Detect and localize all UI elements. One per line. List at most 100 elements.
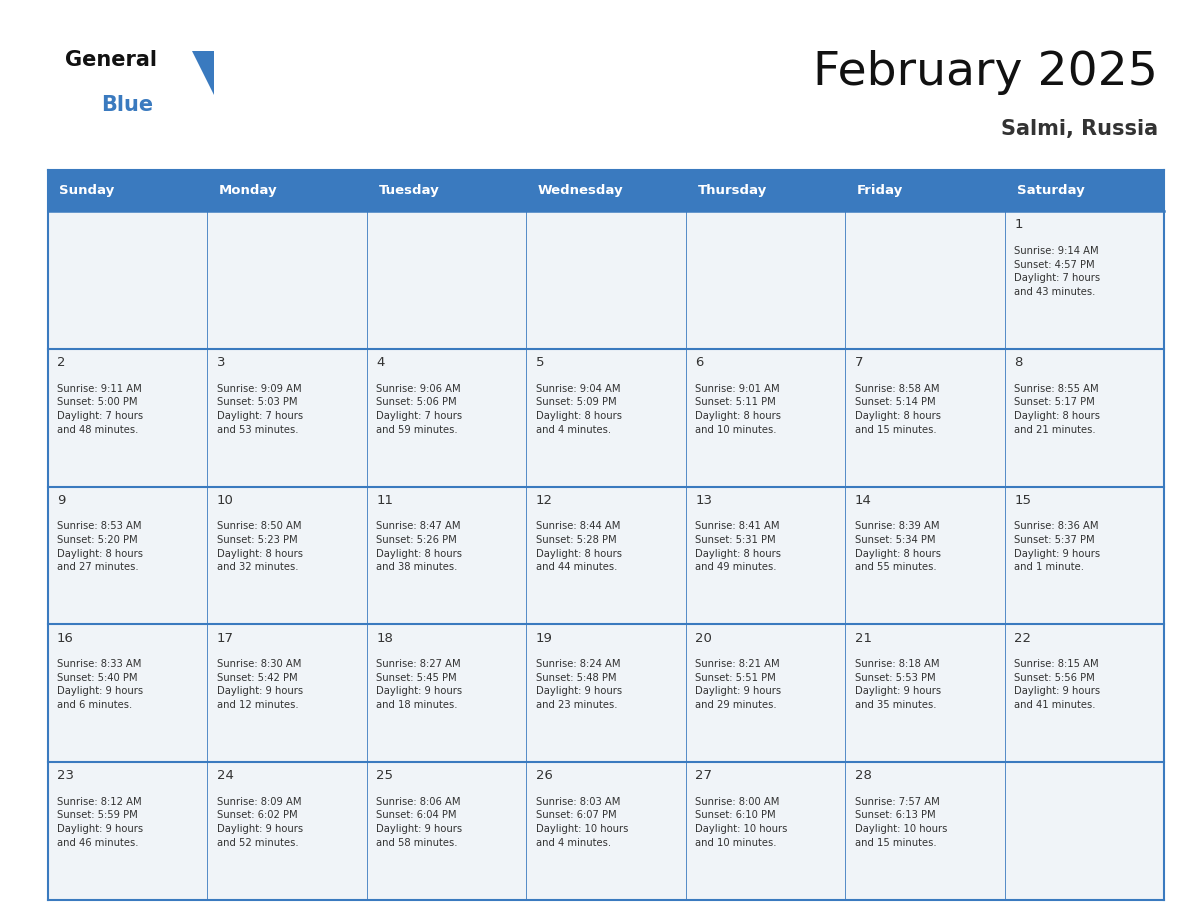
Bar xyxy=(685,211,845,349)
Text: Sunrise: 8:39 AM
Sunset: 5:34 PM
Daylight: 8 hours
and 55 minutes.: Sunrise: 8:39 AM Sunset: 5:34 PM Dayligh… xyxy=(854,521,941,572)
Bar xyxy=(526,762,685,900)
Bar xyxy=(1005,487,1164,624)
Text: 4: 4 xyxy=(377,356,385,369)
Text: Sunrise: 8:30 AM
Sunset: 5:42 PM
Daylight: 9 hours
and 12 minutes.: Sunrise: 8:30 AM Sunset: 5:42 PM Dayligh… xyxy=(216,659,303,710)
Text: Sunrise: 8:53 AM
Sunset: 5:20 PM
Daylight: 8 hours
and 27 minutes.: Sunrise: 8:53 AM Sunset: 5:20 PM Dayligh… xyxy=(57,521,143,572)
Text: 17: 17 xyxy=(216,632,234,644)
Bar xyxy=(367,211,526,349)
Text: 22: 22 xyxy=(1015,632,1031,644)
Text: Thursday: Thursday xyxy=(697,184,766,197)
Bar xyxy=(845,624,1005,762)
Text: 11: 11 xyxy=(377,494,393,507)
Text: Tuesday: Tuesday xyxy=(379,184,440,197)
Bar xyxy=(1005,349,1164,487)
Text: 16: 16 xyxy=(57,632,74,644)
Bar xyxy=(367,349,526,487)
Bar xyxy=(685,487,845,624)
Polygon shape xyxy=(192,51,214,95)
Text: Sunrise: 8:15 AM
Sunset: 5:56 PM
Daylight: 9 hours
and 41 minutes.: Sunrise: 8:15 AM Sunset: 5:56 PM Dayligh… xyxy=(1015,659,1100,710)
Text: Sunrise: 8:21 AM
Sunset: 5:51 PM
Daylight: 9 hours
and 29 minutes.: Sunrise: 8:21 AM Sunset: 5:51 PM Dayligh… xyxy=(695,659,782,710)
Text: Friday: Friday xyxy=(857,184,903,197)
Text: Sunrise: 8:12 AM
Sunset: 5:59 PM
Daylight: 9 hours
and 46 minutes.: Sunrise: 8:12 AM Sunset: 5:59 PM Dayligh… xyxy=(57,797,143,847)
Text: Sunrise: 9:09 AM
Sunset: 5:03 PM
Daylight: 7 hours
and 53 minutes.: Sunrise: 9:09 AM Sunset: 5:03 PM Dayligh… xyxy=(216,384,303,434)
Bar xyxy=(845,487,1005,624)
Bar xyxy=(1005,762,1164,900)
Text: Sunrise: 8:50 AM
Sunset: 5:23 PM
Daylight: 8 hours
and 32 minutes.: Sunrise: 8:50 AM Sunset: 5:23 PM Dayligh… xyxy=(216,521,303,572)
Bar xyxy=(845,349,1005,487)
Text: Sunrise: 9:01 AM
Sunset: 5:11 PM
Daylight: 8 hours
and 10 minutes.: Sunrise: 9:01 AM Sunset: 5:11 PM Dayligh… xyxy=(695,384,782,434)
Text: Sunrise: 8:33 AM
Sunset: 5:40 PM
Daylight: 9 hours
and 6 minutes.: Sunrise: 8:33 AM Sunset: 5:40 PM Dayligh… xyxy=(57,659,143,710)
Text: 7: 7 xyxy=(854,356,864,369)
Bar xyxy=(685,349,845,487)
Bar xyxy=(207,349,367,487)
Bar xyxy=(207,762,367,900)
Text: Sunday: Sunday xyxy=(59,184,115,197)
Text: Sunrise: 8:41 AM
Sunset: 5:31 PM
Daylight: 8 hours
and 49 minutes.: Sunrise: 8:41 AM Sunset: 5:31 PM Dayligh… xyxy=(695,521,782,572)
Text: Monday: Monday xyxy=(219,184,278,197)
Bar xyxy=(367,762,526,900)
Text: 20: 20 xyxy=(695,632,712,644)
Text: 28: 28 xyxy=(854,769,872,782)
Bar xyxy=(526,349,685,487)
Bar xyxy=(1005,624,1164,762)
Bar xyxy=(526,487,685,624)
Text: Sunrise: 9:14 AM
Sunset: 4:57 PM
Daylight: 7 hours
and 43 minutes.: Sunrise: 9:14 AM Sunset: 4:57 PM Dayligh… xyxy=(1015,246,1100,297)
Text: 14: 14 xyxy=(854,494,872,507)
Text: General: General xyxy=(65,50,157,71)
Bar xyxy=(526,211,685,349)
Text: 19: 19 xyxy=(536,632,552,644)
Text: 3: 3 xyxy=(216,356,225,369)
Bar xyxy=(845,211,1005,349)
Text: 24: 24 xyxy=(216,769,233,782)
Text: Saturday: Saturday xyxy=(1017,184,1085,197)
Text: Sunrise: 8:00 AM
Sunset: 6:10 PM
Daylight: 10 hours
and 10 minutes.: Sunrise: 8:00 AM Sunset: 6:10 PM Dayligh… xyxy=(695,797,788,847)
Text: 12: 12 xyxy=(536,494,552,507)
Text: 25: 25 xyxy=(377,769,393,782)
Bar xyxy=(367,487,526,624)
Text: February 2025: February 2025 xyxy=(814,50,1158,95)
Bar xyxy=(685,624,845,762)
Text: 27: 27 xyxy=(695,769,712,782)
Text: 2: 2 xyxy=(57,356,65,369)
Text: Blue: Blue xyxy=(101,95,153,115)
Text: Sunrise: 8:03 AM
Sunset: 6:07 PM
Daylight: 10 hours
and 4 minutes.: Sunrise: 8:03 AM Sunset: 6:07 PM Dayligh… xyxy=(536,797,628,847)
Text: 18: 18 xyxy=(377,632,393,644)
Text: 1: 1 xyxy=(1015,218,1023,231)
Text: Sunrise: 8:18 AM
Sunset: 5:53 PM
Daylight: 9 hours
and 35 minutes.: Sunrise: 8:18 AM Sunset: 5:53 PM Dayligh… xyxy=(854,659,941,710)
Text: Sunrise: 8:27 AM
Sunset: 5:45 PM
Daylight: 9 hours
and 18 minutes.: Sunrise: 8:27 AM Sunset: 5:45 PM Dayligh… xyxy=(377,659,462,710)
Text: Sunrise: 8:09 AM
Sunset: 6:02 PM
Daylight: 9 hours
and 52 minutes.: Sunrise: 8:09 AM Sunset: 6:02 PM Dayligh… xyxy=(216,797,303,847)
Text: 26: 26 xyxy=(536,769,552,782)
Bar xyxy=(48,211,207,349)
Text: Wednesday: Wednesday xyxy=(538,184,624,197)
Bar xyxy=(1005,211,1164,349)
Text: Sunrise: 9:11 AM
Sunset: 5:00 PM
Daylight: 7 hours
and 48 minutes.: Sunrise: 9:11 AM Sunset: 5:00 PM Dayligh… xyxy=(57,384,143,434)
Text: Sunrise: 9:06 AM
Sunset: 5:06 PM
Daylight: 7 hours
and 59 minutes.: Sunrise: 9:06 AM Sunset: 5:06 PM Dayligh… xyxy=(377,384,462,434)
Text: Sunrise: 8:24 AM
Sunset: 5:48 PM
Daylight: 9 hours
and 23 minutes.: Sunrise: 8:24 AM Sunset: 5:48 PM Dayligh… xyxy=(536,659,621,710)
Bar xyxy=(48,170,1164,211)
Bar xyxy=(48,349,207,487)
Text: 5: 5 xyxy=(536,356,544,369)
Text: 23: 23 xyxy=(57,769,74,782)
Text: 9: 9 xyxy=(57,494,65,507)
Text: Sunrise: 8:06 AM
Sunset: 6:04 PM
Daylight: 9 hours
and 58 minutes.: Sunrise: 8:06 AM Sunset: 6:04 PM Dayligh… xyxy=(377,797,462,847)
Bar xyxy=(48,624,207,762)
Text: Sunrise: 8:44 AM
Sunset: 5:28 PM
Daylight: 8 hours
and 44 minutes.: Sunrise: 8:44 AM Sunset: 5:28 PM Dayligh… xyxy=(536,521,621,572)
Text: Sunrise: 7:57 AM
Sunset: 6:13 PM
Daylight: 10 hours
and 15 minutes.: Sunrise: 7:57 AM Sunset: 6:13 PM Dayligh… xyxy=(854,797,947,847)
Bar xyxy=(685,762,845,900)
Bar xyxy=(526,624,685,762)
Bar xyxy=(845,762,1005,900)
Text: 21: 21 xyxy=(854,632,872,644)
Text: 10: 10 xyxy=(216,494,233,507)
Text: Sunrise: 8:47 AM
Sunset: 5:26 PM
Daylight: 8 hours
and 38 minutes.: Sunrise: 8:47 AM Sunset: 5:26 PM Dayligh… xyxy=(377,521,462,572)
Text: Sunrise: 9:04 AM
Sunset: 5:09 PM
Daylight: 8 hours
and 4 minutes.: Sunrise: 9:04 AM Sunset: 5:09 PM Dayligh… xyxy=(536,384,621,434)
Text: Salmi, Russia: Salmi, Russia xyxy=(1001,119,1158,140)
Bar xyxy=(367,624,526,762)
Bar xyxy=(48,762,207,900)
Bar xyxy=(48,487,207,624)
Text: 13: 13 xyxy=(695,494,712,507)
Text: Sunrise: 8:36 AM
Sunset: 5:37 PM
Daylight: 9 hours
and 1 minute.: Sunrise: 8:36 AM Sunset: 5:37 PM Dayligh… xyxy=(1015,521,1100,572)
Text: 15: 15 xyxy=(1015,494,1031,507)
Text: 6: 6 xyxy=(695,356,703,369)
Text: Sunrise: 8:58 AM
Sunset: 5:14 PM
Daylight: 8 hours
and 15 minutes.: Sunrise: 8:58 AM Sunset: 5:14 PM Dayligh… xyxy=(854,384,941,434)
Text: 8: 8 xyxy=(1015,356,1023,369)
